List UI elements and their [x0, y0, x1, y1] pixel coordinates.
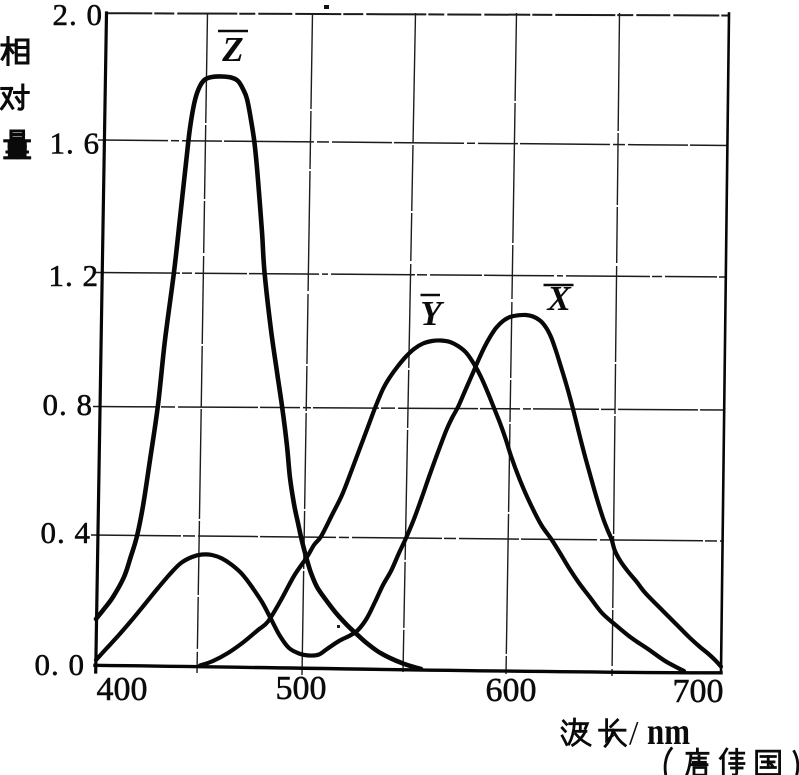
svg-text:/: / — [629, 715, 639, 752]
svg-text:0. 4: 0. 4 — [41, 515, 92, 550]
svg-text:500: 500 — [276, 670, 327, 707]
svg-text:1. 6: 1. 6 — [50, 126, 101, 161]
svg-text:nm: nm — [647, 711, 690, 753]
svg-text:0. 0: 0. 0 — [35, 647, 86, 682]
svg-text:Z: Z — [221, 30, 243, 69]
svg-text:1. 2: 1. 2 — [49, 258, 100, 293]
svg-text:2. 0: 2. 0 — [53, 0, 104, 32]
svg-text:400: 400 — [97, 671, 148, 708]
svg-text:0. 8: 0. 8 — [43, 387, 94, 422]
svg-text:700: 700 — [673, 673, 724, 710]
svg-text:Y: Y — [420, 294, 445, 333]
svg-text:600: 600 — [486, 672, 537, 709]
